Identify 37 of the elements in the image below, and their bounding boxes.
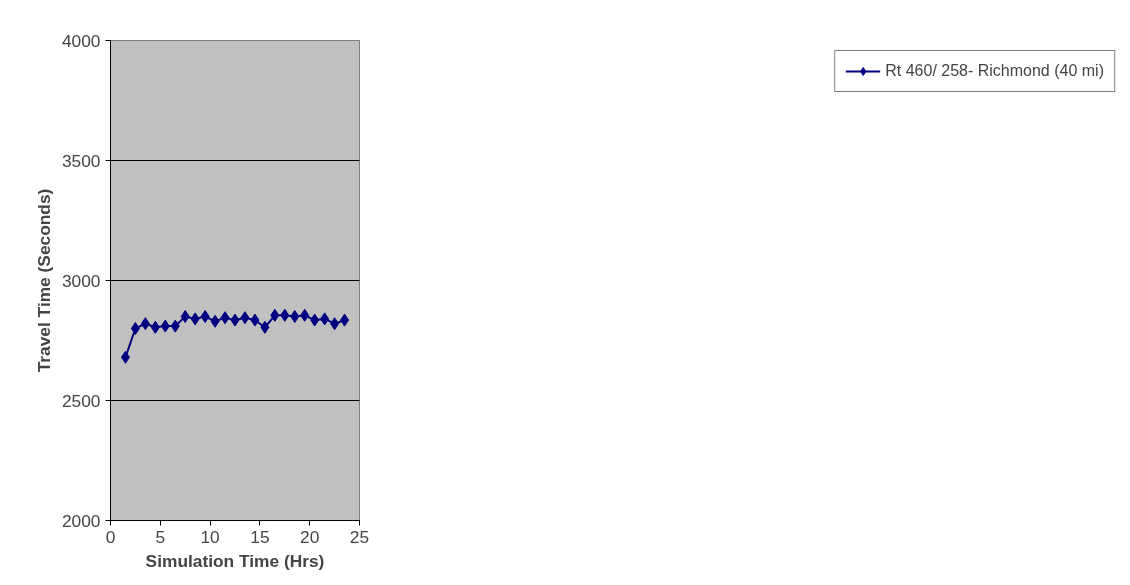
- y-tick-label: 3000: [61, 270, 101, 291]
- y-axis-title: Travel Time (Seconds): [33, 188, 54, 373]
- point: [170, 319, 180, 333]
- x-tick-label: 15: [250, 526, 270, 547]
- x-tick-label: 20: [300, 526, 320, 547]
- y-tick-label: 3500: [61, 150, 101, 171]
- point: [130, 322, 140, 335]
- point: [210, 314, 220, 328]
- point: [240, 311, 250, 325]
- point: [260, 320, 270, 334]
- legend-label: Rt 460/ 258- Richmond (40 mi): [885, 62, 1104, 80]
- point: [120, 350, 130, 364]
- point: [320, 312, 330, 326]
- x-tick-label: 25: [349, 526, 370, 547]
- y-tick-label: 4000: [61, 30, 101, 51]
- point: [250, 313, 260, 327]
- point: [150, 320, 160, 334]
- point: [290, 310, 300, 323]
- point: [140, 317, 150, 331]
- y-tick-label: 2000: [61, 510, 101, 531]
- point: [230, 313, 240, 327]
- x-axis-title: Simulation Time (Hrs): [145, 550, 325, 571]
- point: [340, 313, 350, 327]
- x-tick-label: 5: [155, 526, 166, 547]
- point: [160, 319, 170, 333]
- point: [200, 310, 210, 323]
- point: [190, 312, 200, 326]
- point: [220, 311, 230, 325]
- point: [270, 308, 280, 322]
- x-tick-label: 10: [200, 526, 220, 547]
- point: [330, 317, 340, 331]
- x-tick-label: 0: [105, 526, 116, 547]
- point: [310, 313, 320, 327]
- point: [300, 308, 310, 322]
- y-tick-label: 2500: [61, 390, 101, 411]
- point: [180, 310, 190, 323]
- point: [280, 308, 290, 322]
